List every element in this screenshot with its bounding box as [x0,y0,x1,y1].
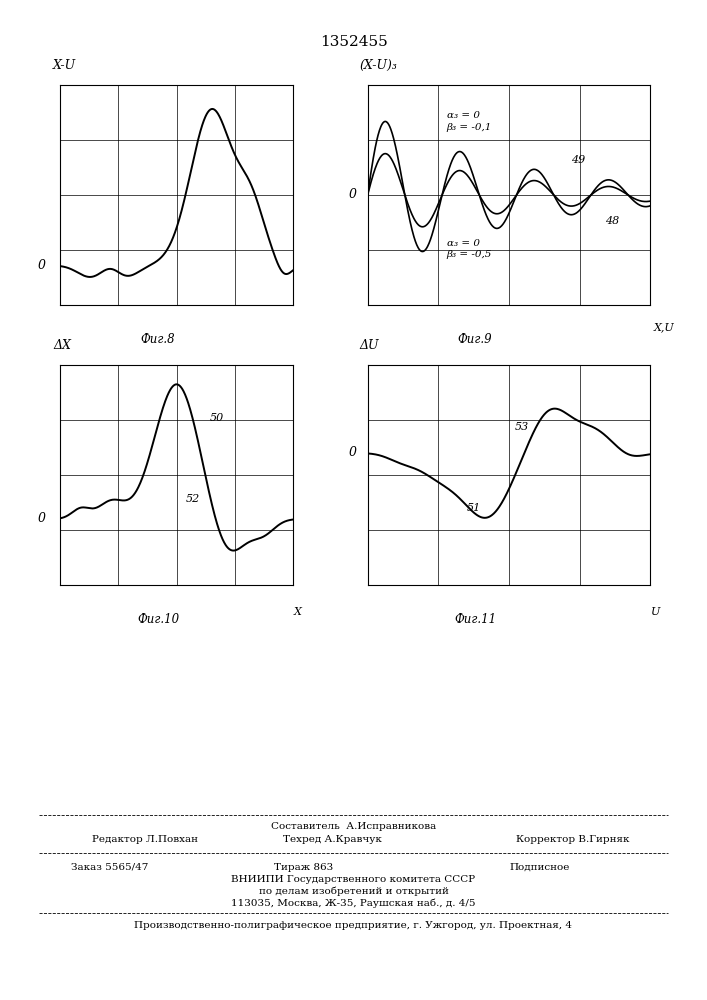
Text: Фиг.9: Фиг.9 [458,333,492,346]
Text: α₃ = 0
β₃ = -0,5: α₃ = 0 β₃ = -0,5 [447,239,492,259]
Text: Составитель  А.Исправникова: Составитель А.Исправникова [271,822,436,831]
Text: Корректор В.Гирняк: Корректор В.Гирняк [516,835,630,844]
Text: Тираж 863: Тираж 863 [274,863,334,872]
Text: X-U: X-U [53,59,76,72]
Text: 49: 49 [571,155,585,165]
Text: ΔX: ΔX [53,339,71,352]
Text: 0: 0 [349,446,356,460]
Text: 0: 0 [38,259,46,272]
Text: X,U: X,U [653,323,674,333]
Text: (X-U)₃: (X-U)₃ [359,59,397,72]
Text: ВНИИПИ Государственного комитета СССР: ВНИИПИ Государственного комитета СССР [231,875,476,884]
Text: 0: 0 [349,188,356,202]
Text: Подписное: Подписное [509,863,569,872]
Text: Фиг.10: Фиг.10 [137,613,179,626]
Text: 48: 48 [605,216,619,226]
Text: 0: 0 [38,512,46,526]
Text: 51: 51 [467,503,481,513]
Text: Заказ 5565/47: Заказ 5565/47 [71,863,148,872]
Text: X: X [293,607,301,617]
Text: α₃ = 0
β₃ = -0,1: α₃ = 0 β₃ = -0,1 [447,111,492,132]
Text: ΔU: ΔU [359,339,379,352]
Text: Редактор Л.Повхан: Редактор Л.Повхан [92,835,198,844]
Text: Фиг.8: Фиг.8 [141,333,175,346]
Text: Производственно-полиграфическое предприятие, г. Ужгород, ул. Проектная, 4: Производственно-полиграфическое предприя… [134,921,573,930]
Text: Техред А.Кравчук: Техред А.Кравчук [283,835,382,844]
Text: 50: 50 [209,413,223,423]
Text: 53: 53 [515,422,529,432]
Text: 1352455: 1352455 [320,35,387,49]
Text: 52: 52 [186,494,200,504]
Text: Фиг.11: Фиг.11 [454,613,496,626]
Text: U: U [650,607,660,617]
Text: 113035, Москва, Ж-35, Раушская наб., д. 4/5: 113035, Москва, Ж-35, Раушская наб., д. … [231,899,476,908]
Text: по делам изобретений и открытий: по делам изобретений и открытий [259,887,448,896]
